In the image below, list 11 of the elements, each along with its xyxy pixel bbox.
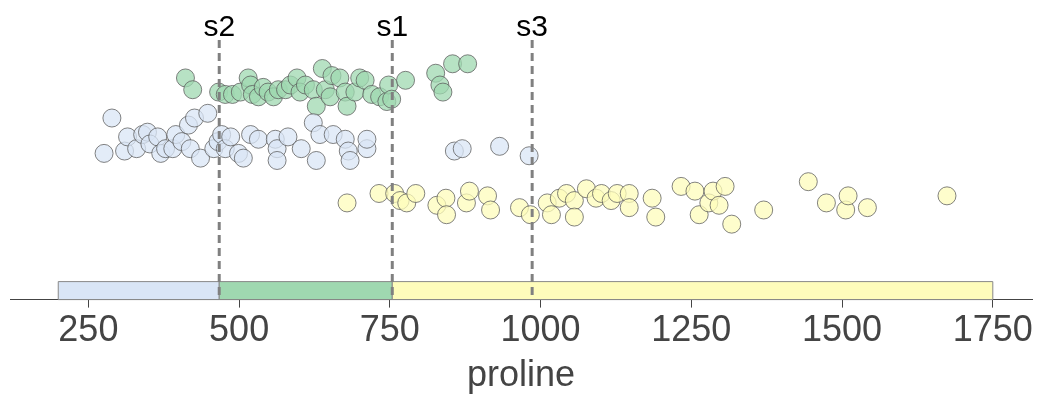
- x-axis-title: proline: [466, 353, 576, 395]
- x-tick-label: 1750: [952, 308, 1033, 350]
- ref-line-label: s3: [516, 9, 548, 42]
- x-tick-label: 1000: [500, 308, 581, 350]
- ref-line-label: s2: [203, 9, 236, 42]
- x-tick-label: 500: [209, 308, 270, 350]
- x-tick-label: 1250: [651, 308, 732, 350]
- ref-line-label: s1: [376, 9, 409, 42]
- x-tick-label: 250: [58, 308, 119, 350]
- x-tick-label: 750: [359, 308, 420, 350]
- x-tick-label: 1500: [802, 308, 883, 350]
